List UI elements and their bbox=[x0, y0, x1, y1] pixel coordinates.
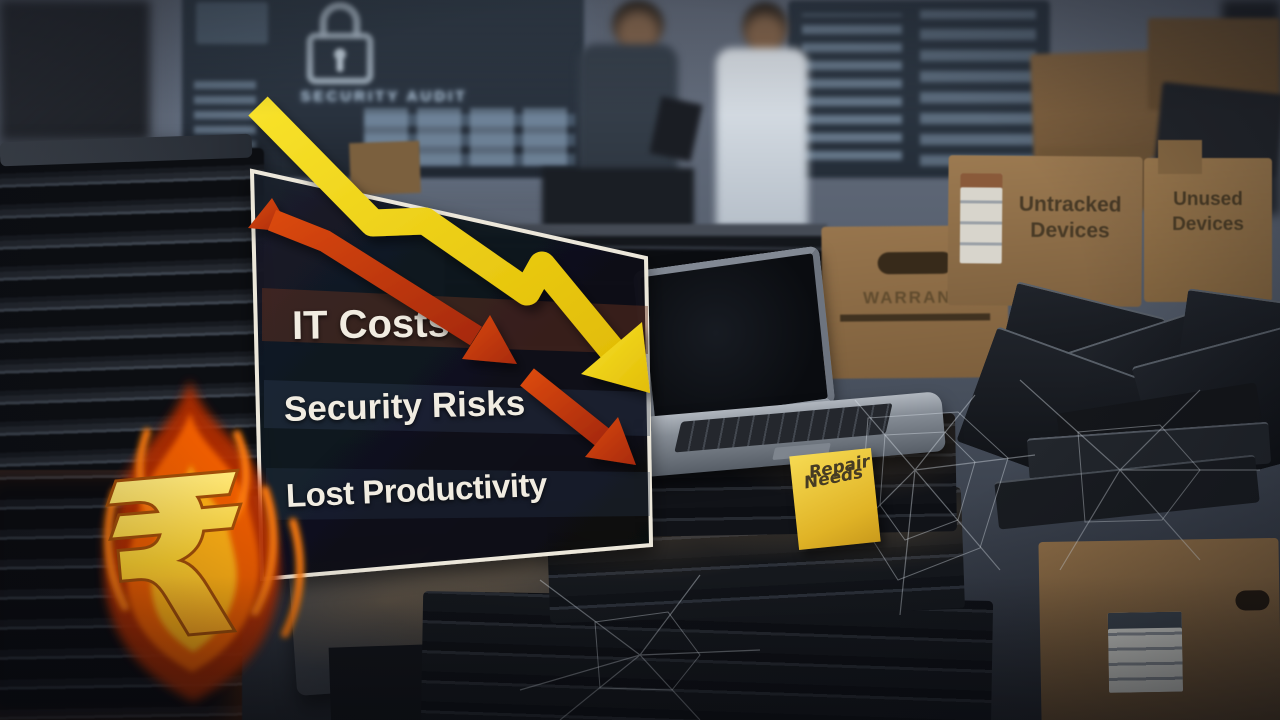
cardboard-box bbox=[1030, 49, 1166, 163]
screen-ui-bars bbox=[802, 14, 902, 160]
unused-devices-label: Unused Devices bbox=[1172, 189, 1244, 235]
laptop-stack-left bbox=[0, 148, 264, 496]
person-light-shirt bbox=[716, 0, 808, 228]
untracked-devices-box: Untracked Devices bbox=[947, 155, 1143, 307]
laptop-stack-left-lower bbox=[0, 470, 242, 720]
person-body bbox=[716, 48, 808, 228]
screen-ui-bars bbox=[920, 10, 1036, 166]
panel-item-security-risks: Security Risks bbox=[283, 383, 526, 429]
desk-surface bbox=[542, 168, 694, 230]
open-laptop bbox=[632, 245, 950, 477]
red-arrow-shaft-2 bbox=[520, 368, 609, 446]
panel-item-lost-productivity: Lost Productivity bbox=[285, 465, 548, 514]
laptop-keyboard bbox=[674, 403, 893, 453]
cardboard-box-bottom-right bbox=[1038, 537, 1280, 720]
shipping-label bbox=[1107, 611, 1184, 693]
sticky-note: Needs Repair bbox=[789, 447, 881, 551]
shipping-label bbox=[959, 173, 1003, 264]
untracked-devices-label: Untracked Devices bbox=[1018, 192, 1122, 243]
box-flap bbox=[1158, 140, 1202, 174]
person-head bbox=[742, 2, 788, 52]
lock-icon bbox=[306, 1, 374, 85]
screen-panel-block bbox=[196, 2, 268, 44]
secondary-dashboard-screen bbox=[788, 0, 1050, 178]
unused-devices-box: Unused Devices bbox=[1144, 140, 1272, 302]
cardboard-box-small bbox=[349, 140, 421, 196]
device-stack-top-edge bbox=[452, 224, 827, 236]
box-handle-hole bbox=[1235, 590, 1270, 611]
background-shelf-box bbox=[0, 0, 150, 140]
red-arrow-head-2 bbox=[585, 417, 636, 465]
panel-item-it-costs: IT Costs bbox=[291, 301, 451, 348]
screen-title: SECURITY AUDIT bbox=[300, 88, 468, 105]
person-head bbox=[612, 0, 664, 50]
